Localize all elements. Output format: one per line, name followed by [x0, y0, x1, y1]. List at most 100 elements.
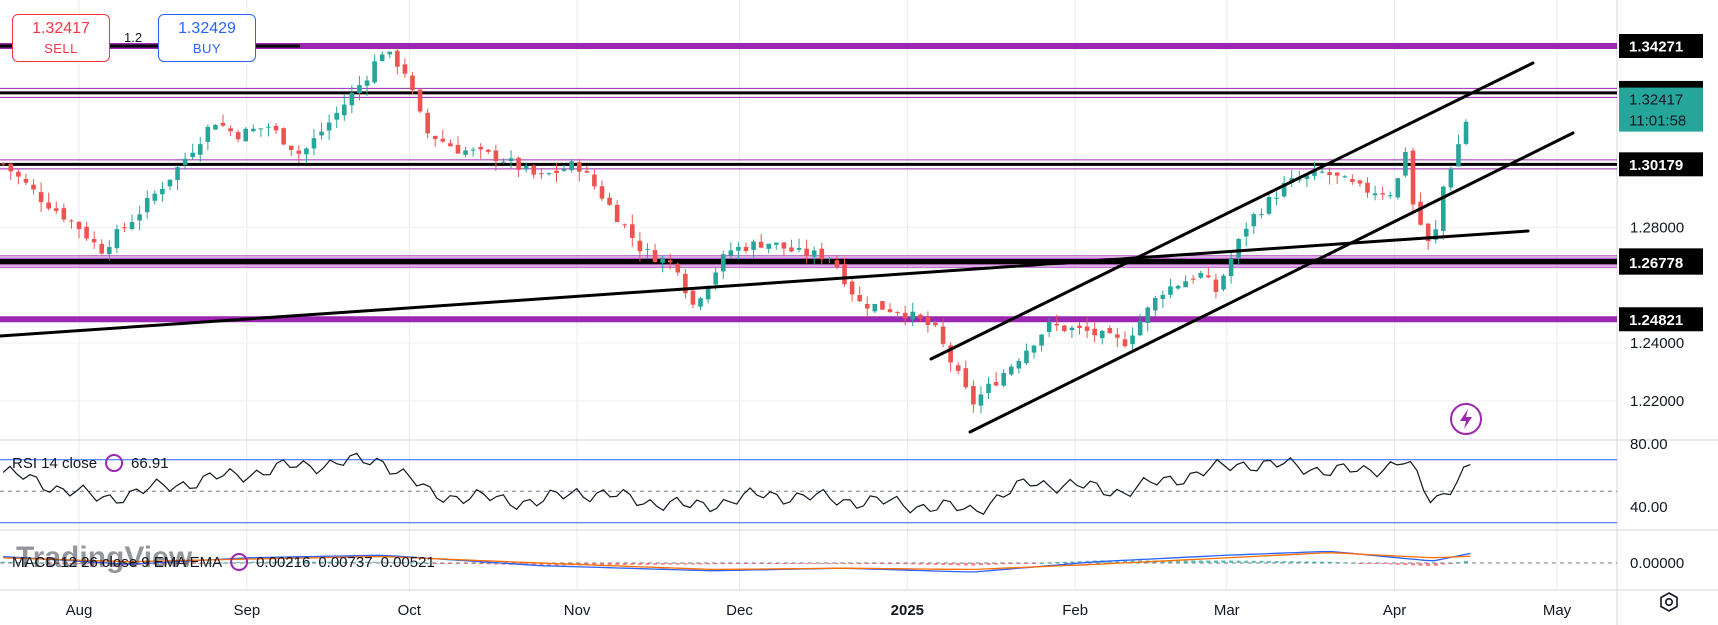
macd-histogram-bar — [1410, 563, 1415, 566]
candle-body — [235, 132, 241, 140]
macd-histogram-bar — [167, 563, 172, 565]
candle-body — [842, 264, 847, 285]
macd-histogram-bar — [1297, 561, 1302, 563]
macd-histogram-bar — [296, 561, 301, 563]
candle-body — [1039, 334, 1044, 346]
candle-body — [326, 122, 332, 131]
candle-body — [205, 126, 211, 142]
candle-body — [478, 147, 484, 150]
macd-legend-signal: 0.00521 — [381, 554, 435, 571]
macd-histogram-bar — [660, 563, 665, 565]
time-tick-label: May — [1543, 602, 1572, 619]
macd-histogram-bar — [759, 563, 764, 564]
macd-histogram-bar — [781, 563, 786, 564]
candle-body — [630, 224, 635, 238]
macd-histogram-bar — [766, 563, 771, 564]
time-axis[interactable]: Aug Sep Oct Nov Dec 2025 Feb Mar Apr May — [66, 602, 1572, 619]
macd-histogram-bar — [16, 562, 21, 564]
candle-body — [470, 149, 476, 151]
macd-histogram-bar — [736, 563, 741, 565]
level-price-tag[interactable] — [1619, 307, 1703, 332]
candle-body — [107, 247, 112, 255]
macd-histogram-bar — [1464, 560, 1469, 563]
macd-signal-line — [3, 552, 1471, 571]
macd-histogram-bar — [1115, 560, 1120, 563]
macd-histogram-bar — [842, 563, 847, 564]
candle-body — [1327, 172, 1332, 176]
trendline[interactable] — [968, 131, 1575, 434]
candle-body — [576, 162, 582, 172]
macd-histogram-bar — [827, 563, 832, 564]
settings-icon[interactable] — [1658, 591, 1680, 613]
trendline[interactable] — [929, 61, 1535, 361]
macd-histogram-bar — [274, 561, 279, 563]
macd-histogram-bar — [198, 563, 203, 564]
candle-body — [364, 80, 370, 86]
candle-body — [167, 179, 173, 187]
level-price-tag[interactable] — [1619, 152, 1703, 177]
macd-legend-hist: 0.00216 — [256, 554, 310, 571]
indicator-settings-icon[interactable] — [105, 454, 124, 472]
candle-body — [614, 204, 620, 223]
buy-button[interactable]: 1.32429 BUY — [158, 14, 256, 62]
macd-histogram-bar — [546, 563, 551, 566]
macd-histogram-bar — [728, 563, 733, 565]
macd-histogram-bar — [1282, 561, 1287, 563]
horizontal-levels[interactable] — [0, 43, 1617, 323]
macd-histogram-bar — [971, 563, 976, 566]
candle-body — [258, 128, 264, 130]
price-axis[interactable]: 1.280001.240001.220001.342711.326481.301… — [1619, 34, 1703, 572]
candle-body — [1069, 327, 1075, 331]
level-price-label: 1.24821 — [1629, 312, 1683, 329]
time-tick-label: Oct — [398, 602, 422, 619]
candle-body — [743, 246, 749, 252]
candle-body — [675, 263, 681, 273]
indicator-legends: TradingView RSI 14 close 66.91 MACD 12 26 … — [12, 454, 435, 574]
trendlines[interactable] — [0, 61, 1575, 434]
sell-button[interactable]: 1.32417 SELL — [12, 14, 110, 62]
macd-histogram-bar — [1327, 561, 1332, 563]
candle-body — [91, 239, 97, 243]
macd-histogram-bar — [1077, 561, 1082, 563]
current-price-tag[interactable] — [1619, 87, 1703, 132]
macd-histogram-bar — [1122, 560, 1127, 563]
macd-histogram-bar — [213, 562, 218, 564]
candle-body — [811, 250, 817, 257]
candle-body — [1145, 307, 1151, 323]
candle-body — [1334, 172, 1340, 176]
time-tick-label: Nov — [564, 602, 591, 619]
macd-histogram-bar — [107, 563, 112, 566]
current-price-label: 1.32417 — [1629, 92, 1683, 109]
macd-legend-macd: 0.00737 — [318, 554, 372, 571]
macd-histogram-bar — [327, 561, 332, 563]
candle-body — [554, 170, 559, 173]
candle-body — [1099, 330, 1105, 339]
macd-histogram-bar — [1168, 560, 1173, 563]
candle-body — [1016, 360, 1022, 369]
candle-body — [539, 173, 544, 175]
candle-body — [0, 163, 6, 165]
macd-histogram-bar — [1032, 563, 1037, 564]
level-price-tag[interactable] — [1619, 250, 1703, 275]
candle-body — [622, 224, 628, 226]
level-price-tag[interactable] — [1619, 34, 1703, 58]
macd-histogram-bar — [221, 562, 226, 564]
macd-histogram-bar — [1047, 562, 1052, 564]
candle-body — [160, 188, 165, 195]
macd-histogram-bar — [1183, 560, 1188, 563]
trendline[interactable] — [0, 229, 1530, 338]
candle-body — [1456, 144, 1461, 167]
indicator-settings-icon[interactable] — [230, 553, 249, 571]
candle-body — [334, 112, 340, 120]
candle-body — [137, 214, 142, 221]
candle-body — [660, 258, 665, 263]
candle-body — [501, 161, 506, 163]
flash-icon[interactable] — [1449, 402, 1483, 436]
rsi-pane — [0, 452, 1617, 524]
macd-histogram-bar — [493, 563, 498, 565]
level-price-label: 1.34271 — [1629, 39, 1683, 56]
candle-body — [53, 208, 59, 211]
candle-body — [122, 227, 127, 229]
macd-histogram-bar — [963, 563, 968, 566]
